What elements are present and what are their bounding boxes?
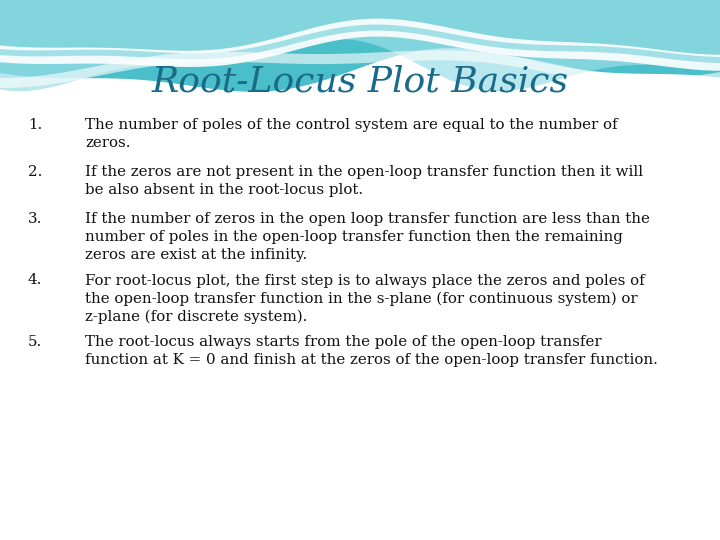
Text: 2.: 2.	[28, 165, 42, 179]
Polygon shape	[0, 18, 720, 71]
Polygon shape	[0, 24, 720, 63]
Text: The root-locus always starts from the pole of the open-loop transfer
function at: The root-locus always starts from the po…	[85, 335, 658, 367]
Polygon shape	[0, 50, 720, 88]
Polygon shape	[0, 0, 720, 91]
Polygon shape	[0, 0, 720, 92]
Text: Root-Locus Plot Basics: Root-Locus Plot Basics	[151, 65, 569, 99]
Text: For root-locus plot, the first step is to always place the zeros and poles of
th: For root-locus plot, the first step is t…	[85, 273, 644, 324]
Text: 3.: 3.	[28, 212, 42, 226]
Text: The number of poles of the control system are equal to the number of
zeros.: The number of poles of the control syste…	[85, 118, 618, 150]
Text: If the zeros are not present in the open-loop transfer function then it will
be : If the zeros are not present in the open…	[85, 165, 643, 197]
Text: 5.: 5.	[28, 335, 42, 349]
Text: 1.: 1.	[28, 118, 42, 132]
Text: 4.: 4.	[28, 273, 42, 287]
Text: If the number of zeros in the open loop transfer function are less than the
numb: If the number of zeros in the open loop …	[85, 212, 650, 262]
